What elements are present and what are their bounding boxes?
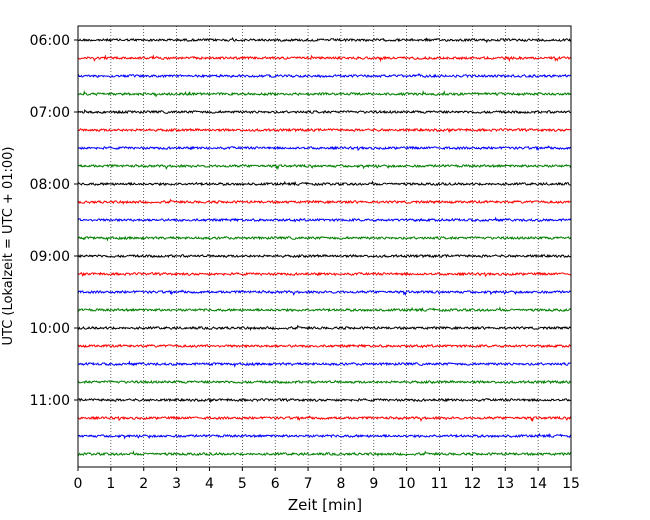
x-tick-label: 2 [139,476,148,492]
y-tick-label: 06:00 [30,33,70,49]
plot-frame [77,25,572,468]
x-tick-label: 7 [304,476,313,492]
y-axis: 06:00 07:00 08:00 09:00 10:00 11:00 [30,33,78,409]
seismogram-trace [77,198,572,205]
seismogram-trace [77,397,572,404]
y-tick-label: 09:00 [30,249,70,265]
y-tick-label: 08:00 [30,177,70,193]
y-tick-label: 07:00 [30,105,70,121]
x-tick-label: 12 [463,476,481,492]
seismogram-trace [77,360,572,368]
y-axis-label: UTC (Lokalzeit = UTC + 01:00) [1,147,16,346]
x-tick-label: 5 [238,476,247,492]
seismogram-trace [77,36,572,44]
seismogram-trace [77,145,572,152]
seismogram-trace [77,163,572,171]
seismogram-trace [77,432,572,440]
x-tick-label: 0 [74,476,83,492]
seismogram-trace [77,289,572,297]
seismogram-trace [77,306,572,313]
seismogram-trace [77,216,572,223]
x-axis-label: Zeit [min] [288,496,362,514]
seismogram-trace [77,415,572,423]
seismogram-trace [77,324,572,331]
x-tick-label: 4 [205,476,214,492]
x-tick-label: 9 [369,476,378,492]
x-tick-label: 10 [398,476,416,492]
y-tick-label: 11:00 [30,393,70,409]
x-tick-label: 1 [106,476,115,492]
seismogram-trace [77,271,572,278]
x-tick-label: 8 [336,476,345,492]
x-tick-label: 15 [562,476,580,492]
seismogram-trace [77,235,572,242]
x-tick-label: 11 [431,476,449,492]
seismogram-trace [77,127,572,134]
seismogram-trace [77,343,572,349]
x-axis: 0 1 2 3 4 5 6 7 8 9 10 11 12 13 14 15 [74,467,580,492]
seismogram-trace [77,253,572,259]
x-tick-label: 14 [529,476,547,492]
x-tick-label: 6 [271,476,280,492]
seismogram-trace [77,54,572,63]
seismogram-trace [77,90,572,98]
seismogram-trace [77,180,572,187]
seismogram-trace [77,379,572,385]
seismogram-trace [77,72,572,79]
x-tick-label: 13 [496,476,514,492]
y-tick-label: 10:00 [30,321,70,337]
seismogram-trace [77,450,572,457]
x-tick-label: 3 [172,476,181,492]
seismogram-trace [77,108,572,115]
trace-group [77,36,572,457]
